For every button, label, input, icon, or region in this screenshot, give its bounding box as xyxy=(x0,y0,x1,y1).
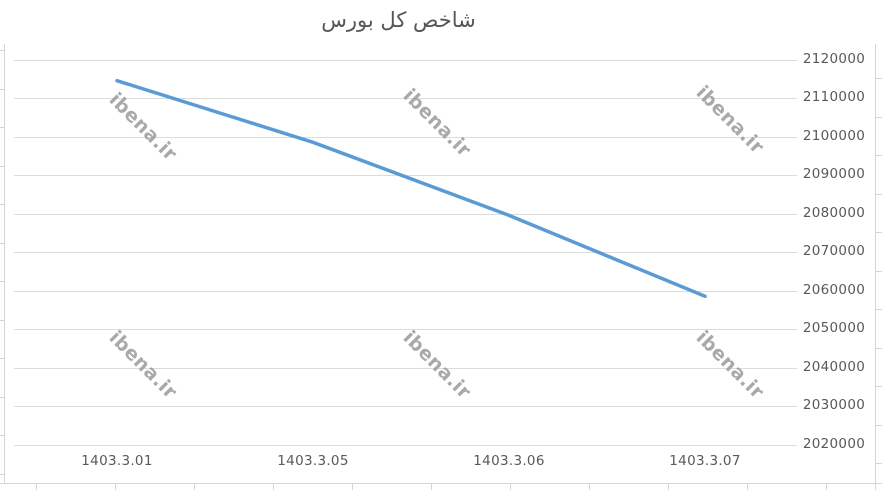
axis-artifact-line xyxy=(0,319,4,321)
axis-artifact-line xyxy=(0,242,4,244)
y-axis-tick-label: 2040000 xyxy=(802,358,866,375)
axis-artifact-line xyxy=(273,483,274,490)
axis-artifact-line xyxy=(0,358,4,359)
axis-artifact-line xyxy=(36,483,37,490)
axis-artifact-line xyxy=(875,155,882,156)
axis-artifact-line xyxy=(0,435,4,436)
gridline xyxy=(14,59,797,61)
axis-artifact-line xyxy=(875,270,882,272)
axis-artifact-line xyxy=(0,88,4,90)
y-axis-tick-label: 2050000 xyxy=(802,320,866,336)
axis-artifact-line xyxy=(875,193,882,195)
axis-artifact-line xyxy=(0,281,4,282)
axis-artifact-line xyxy=(747,483,748,490)
axis-artifact-line xyxy=(875,347,882,349)
axis-artifact-line xyxy=(194,483,195,490)
series-line xyxy=(115,78,707,299)
axis-artifact-line xyxy=(826,483,827,490)
axis-artifact-line xyxy=(875,386,882,387)
axis-artifact-line xyxy=(510,483,511,490)
gridline xyxy=(14,252,797,253)
axis-artifact-line xyxy=(115,483,116,490)
axis-artifact-line xyxy=(875,44,876,490)
axis-artifact-line xyxy=(875,116,882,118)
y-axis-tick-label: 2030000 xyxy=(802,397,866,413)
y-axis-tick-label: 2100000 xyxy=(802,127,866,144)
gridline xyxy=(14,367,797,369)
axis-artifact-line xyxy=(0,165,4,167)
axis-artifact-line xyxy=(875,309,882,310)
y-axis-tick-label: 2090000 xyxy=(802,166,866,182)
axis-artifact-line xyxy=(0,204,4,205)
gridline xyxy=(14,444,797,446)
y-axis-tick-label: 2120000 xyxy=(802,50,866,67)
axis-artifact-line xyxy=(0,483,882,484)
axis-artifact-line xyxy=(875,78,882,79)
gridline xyxy=(14,406,797,407)
axis-artifact-line xyxy=(668,483,669,490)
axis-artifact-line xyxy=(875,463,882,464)
axis-artifact-line xyxy=(0,473,4,475)
axis-artifact-line xyxy=(0,396,4,398)
axis-artifact-line xyxy=(0,50,4,51)
axis-artifact-line xyxy=(875,424,882,426)
x-axis-tick-label: 1403.3.06 xyxy=(473,453,545,469)
gridline xyxy=(14,98,797,99)
y-axis-tick-label: 2060000 xyxy=(802,281,866,298)
x-axis-tick-label: 1403.3.05 xyxy=(277,453,349,469)
gridline xyxy=(14,213,797,215)
axis-artifact-line xyxy=(589,483,590,490)
axis-artifact-line xyxy=(352,483,353,490)
gridline xyxy=(14,290,797,292)
axis-artifact-line xyxy=(431,483,432,490)
axis-artifact-line xyxy=(4,44,5,483)
gridline xyxy=(14,136,797,138)
y-axis-tick-label: 2110000 xyxy=(802,89,866,105)
x-axis-tick-label: 1403.3.01 xyxy=(81,453,153,469)
axis-artifact-line xyxy=(875,232,882,233)
y-axis-tick-label: 2080000 xyxy=(802,204,866,221)
x-axis-tick-label: 1403.3.07 xyxy=(669,453,741,469)
y-axis-tick-label: 2020000 xyxy=(802,435,866,452)
axis-artifact-line xyxy=(0,127,4,128)
gridline xyxy=(14,329,797,330)
y-axis-tick-label: 2070000 xyxy=(802,243,866,259)
chart-title: شاخص کل بورس xyxy=(321,8,476,32)
